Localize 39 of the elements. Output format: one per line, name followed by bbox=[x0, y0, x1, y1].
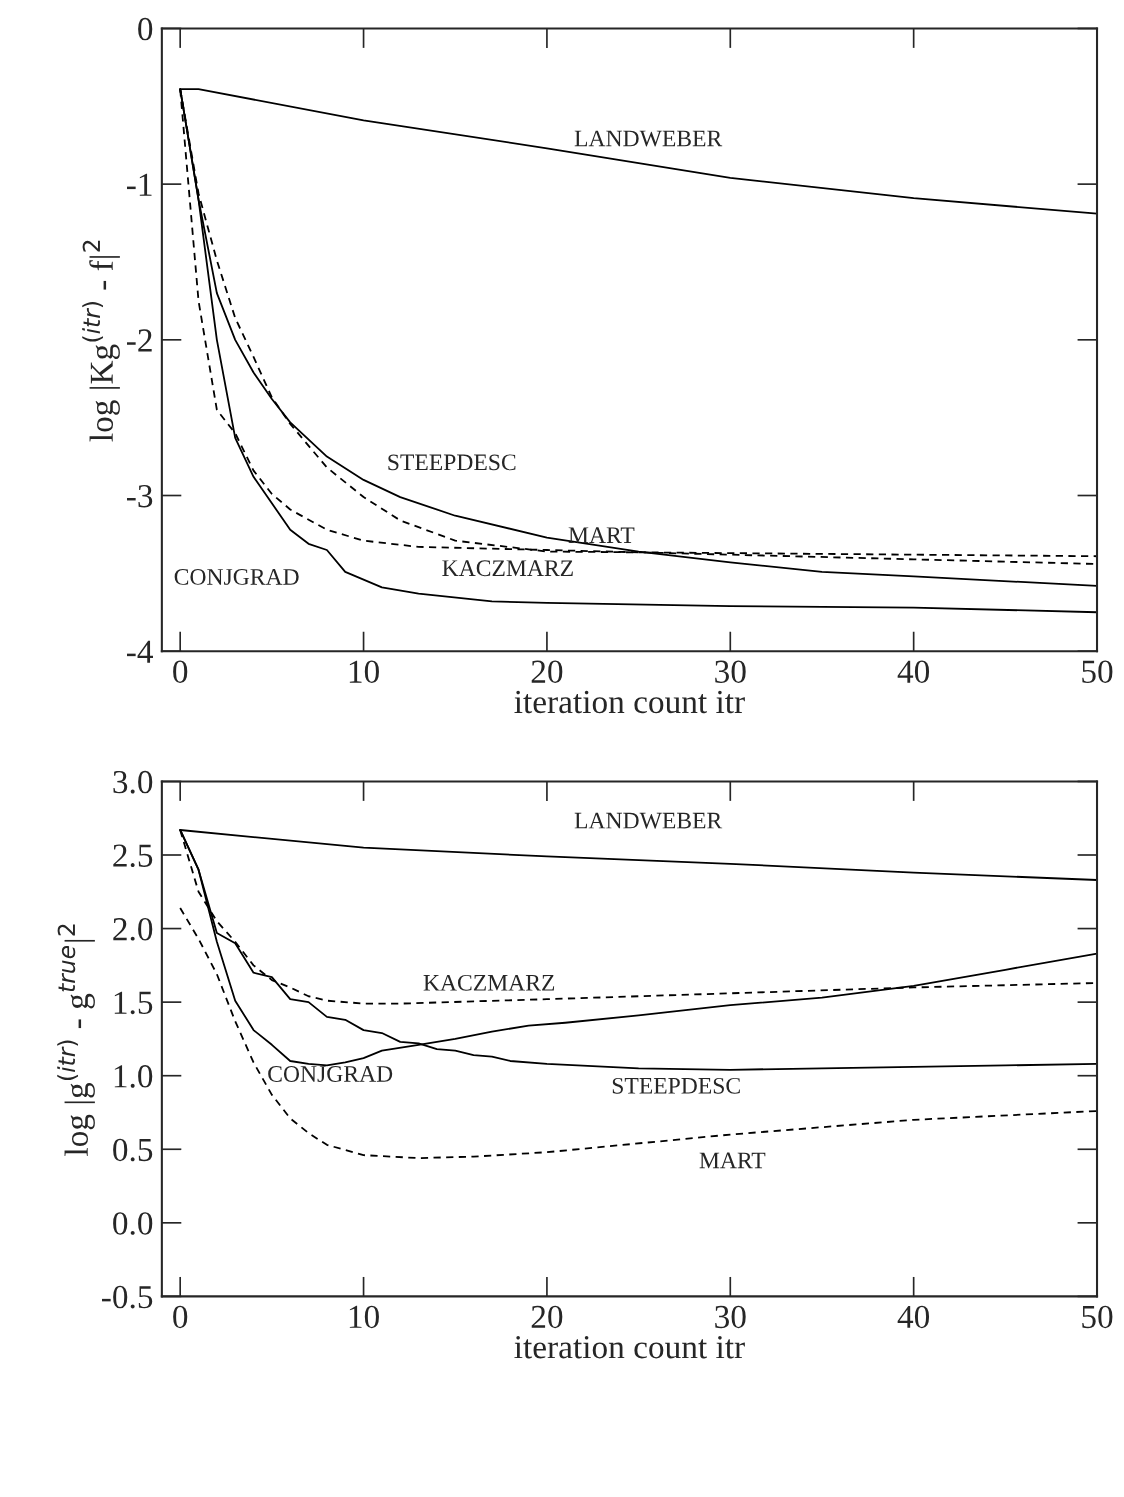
y-tick-label: -3 bbox=[127, 485, 153, 508]
y-tick-label: -4 bbox=[127, 640, 153, 663]
y-tick-label: -1 bbox=[127, 173, 152, 196]
y-tick-label: 2.0 bbox=[113, 917, 153, 941]
y-tick-label: 1.0 bbox=[114, 1065, 153, 1088]
x-axis-title: iteration count itr bbox=[514, 690, 745, 714]
x-tick-label: 20 bbox=[531, 660, 563, 683]
x-axis-title: iteration count itr bbox=[514, 1336, 745, 1359]
series-label: MART bbox=[568, 527, 635, 543]
y-tick-label: -0.5 bbox=[102, 1285, 153, 1309]
y-tick-label: 3.0 bbox=[113, 770, 153, 794]
x-tick-label: 30 bbox=[715, 660, 746, 683]
y-tick-label: 0.0 bbox=[113, 1212, 153, 1235]
x-tick-label: 30 bbox=[715, 1305, 746, 1329]
series-label: LANDWEBER bbox=[574, 812, 723, 829]
y-tick-label: 2.5 bbox=[113, 844, 153, 868]
x-tick-label: 50 bbox=[1082, 660, 1113, 683]
x-tick-label: 10 bbox=[349, 1305, 379, 1329]
series-label: STEEPDESC bbox=[388, 454, 516, 471]
series-label: CONJGRAD bbox=[268, 1066, 393, 1082]
y-tick-label: 1.5 bbox=[114, 991, 153, 1015]
x-tick-label: 50 bbox=[1082, 1305, 1113, 1329]
series-label: STEEPDESC bbox=[612, 1077, 740, 1094]
x-tick-label: 0 bbox=[173, 1305, 188, 1329]
series-label: CONJGRAD bbox=[174, 569, 299, 585]
x-tick-label: 10 bbox=[349, 660, 379, 683]
x-tick-label: 0 bbox=[173, 660, 188, 683]
y-tick-label: -2 bbox=[127, 329, 152, 352]
y-axis-title: log |Kg$^{(itr)}$ - f|$^{2}$ bbox=[82, 240, 120, 442]
y-tick-label: 0 bbox=[138, 17, 153, 41]
y-tick-label: 0.5 bbox=[113, 1138, 153, 1162]
series-label: KACZMARZ bbox=[442, 560, 573, 577]
series-label: LANDWEBER bbox=[574, 130, 723, 147]
x-tick-label: 20 bbox=[531, 1305, 563, 1329]
x-tick-label: 40 bbox=[897, 660, 930, 683]
y-axis-title: log |g$^{(itr)}$ - g$^{true}$|$^{2}$ bbox=[57, 924, 95, 1156]
series-label: KACZMARZ bbox=[423, 974, 555, 991]
series-label: MART bbox=[699, 1152, 766, 1169]
x-tick-label: 40 bbox=[897, 1305, 930, 1329]
